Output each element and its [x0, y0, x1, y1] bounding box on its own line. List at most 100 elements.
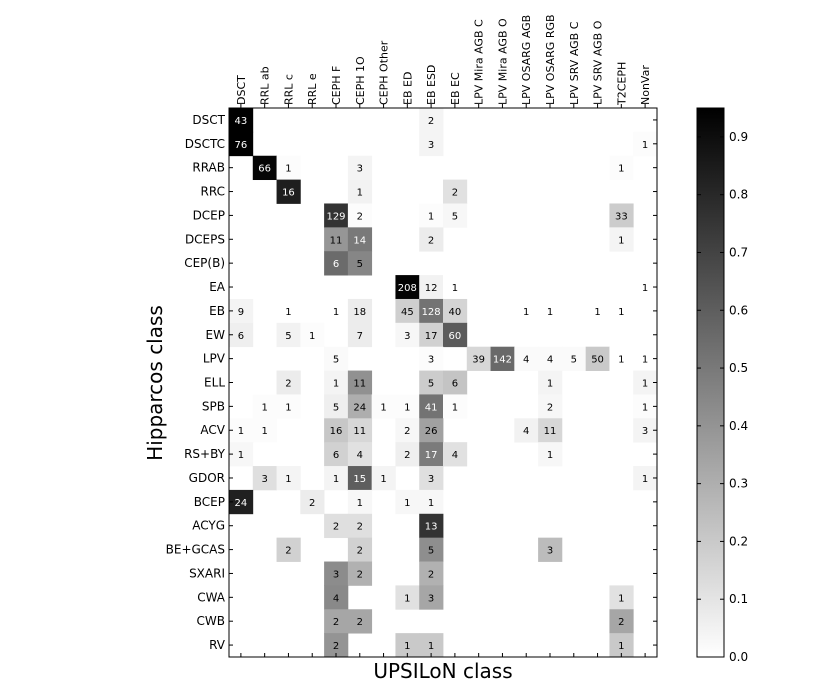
plot-frame [228, 107, 658, 658]
cell-count-label: 17 [425, 331, 438, 342]
y-tick-label-rv: RV [209, 638, 226, 652]
cell-count-label: 2 [404, 450, 410, 461]
x-tick-label-rrl-e: RRL e [306, 73, 319, 105]
cell-count-label: 11 [353, 379, 366, 390]
cell-count-label: 128 [422, 307, 441, 318]
cell-count-label: 2 [404, 426, 410, 437]
cell-count-label: 2 [357, 569, 363, 580]
y-tick-label-be-gcas: BE+GCAS [166, 543, 225, 557]
heatmap-cell [276, 155, 301, 181]
cell-count-label: 12 [425, 283, 438, 294]
cell-count-label: 5 [428, 546, 434, 557]
x-tick-label-ceph-other: CEPH Other [378, 40, 391, 105]
heatmap-cell [419, 561, 444, 586]
heatmap-cell [229, 489, 254, 515]
heatmap-cell [324, 513, 349, 539]
cell-count-label: 1 [238, 426, 244, 437]
heatmap-cell [419, 108, 444, 133]
cell-count-label: 26 [425, 426, 438, 437]
heatmap-cell [347, 203, 373, 228]
colorbar [696, 107, 725, 658]
cell-count-label: 4 [523, 355, 529, 366]
cell-count-label: 4 [523, 426, 529, 437]
heatmap-cell [585, 346, 610, 371]
cell-count-label: 3 [428, 355, 434, 366]
heatmap-cell [276, 466, 301, 491]
cell-count-label: 24 [353, 402, 366, 413]
heatmap-cell [371, 466, 396, 491]
cell-count-label: 2 [428, 116, 434, 127]
cell-count-label: 15 [353, 474, 366, 485]
heatmap-cell [419, 537, 444, 562]
cell-count-label: 2 [333, 617, 339, 628]
cell-count-label: 142 [493, 355, 512, 366]
cell-count-label: 2 [452, 188, 458, 199]
cell-count-label: 3 [428, 140, 434, 151]
heatmap-cell [324, 418, 349, 443]
cell-count-label: 2 [285, 379, 291, 390]
heatmap-cell [347, 537, 373, 562]
heatmap-cell [324, 251, 349, 276]
y-tick-labels: DSCT DSCTC RRAB RRC DCEP DCEPS CEP(B) EA EB EW LPV… [166, 113, 657, 652]
heatmap-cell [324, 346, 349, 371]
cell-count-label: 5 [333, 402, 339, 413]
x-tick-label-lpv-osarg-agb: LPV OSARG AGB [520, 15, 533, 105]
cell-count-label: 1 [404, 593, 410, 604]
cell-count-label: 1 [618, 164, 624, 175]
heatmap-cell [514, 346, 539, 371]
heatmap-cell [347, 155, 373, 181]
heatmap-cell [371, 394, 396, 419]
heatmap-cell [419, 394, 444, 419]
y-tick-label-spb: SPB [202, 399, 225, 413]
cell-count-label: 1 [642, 283, 648, 294]
cell-count-label: 1 [618, 307, 624, 318]
cell-count-label: 1 [333, 379, 339, 390]
cell-count-label: 5 [285, 331, 291, 342]
cell-count-label: 18 [353, 307, 366, 318]
heatmap-cell [252, 466, 277, 491]
cell-count-label: 11 [544, 426, 557, 437]
cell-count-label: 50 [591, 355, 604, 366]
x-tick-labels: DSCT RRL ab RRL c RRL e CEPH F CEPH 1O CEPH Ot… [235, 14, 652, 657]
heatmap-cell [347, 609, 373, 634]
heatmap-cell [395, 585, 420, 610]
heatmap-cell [443, 203, 468, 228]
cell-count-label: 2 [333, 641, 339, 652]
heatmap-cell [514, 418, 539, 443]
cell-count-label: 1 [428, 498, 434, 509]
cell-count-label: 1 [642, 379, 648, 390]
heatmap-cell [276, 537, 301, 562]
cell-count-label: 2 [357, 211, 363, 222]
heatmap-cell [347, 513, 373, 539]
cell-count-label: 3 [547, 546, 553, 557]
cell-count-label: 17 [425, 450, 438, 461]
heatmap-cell [609, 298, 634, 324]
cell-count-label: 11 [330, 235, 343, 246]
cell-count-label: 3 [357, 164, 363, 175]
y-axis-label: Hipparcos class [143, 305, 167, 461]
heatmap-cell [538, 370, 563, 395]
cell-count-label: 1 [309, 331, 315, 342]
cell-count-label: 3 [404, 331, 410, 342]
y-tick-label-acv: ACV [200, 423, 225, 437]
heatmap-cell [395, 442, 420, 467]
cell-count-label: 1 [547, 379, 553, 390]
heatmap-cell [229, 108, 254, 133]
colorbar-tick-label: 0.2 [729, 534, 748, 548]
heatmap-cell [419, 275, 444, 300]
heatmap-cell [466, 346, 491, 371]
y-tick-label-acyg: ACYG [192, 519, 225, 533]
heatmap-cell [347, 442, 373, 467]
x-tick-label-lpv-srv-agb-o: LPV SRV AGB O [592, 20, 605, 105]
heatmap-cell [419, 585, 444, 610]
y-tick-label-dsct: DSCT [192, 113, 225, 127]
cell-count-label: 5 [571, 355, 577, 366]
colorbar-tick-label: 0.7 [729, 245, 748, 259]
heatmap-cell [538, 346, 563, 371]
cell-count-label: 1 [452, 283, 458, 294]
cell-count-label: 1 [404, 641, 410, 652]
heatmap-cell [609, 346, 634, 371]
heatmap-cell [276, 179, 301, 204]
cell-count-label: 45 [401, 307, 414, 318]
